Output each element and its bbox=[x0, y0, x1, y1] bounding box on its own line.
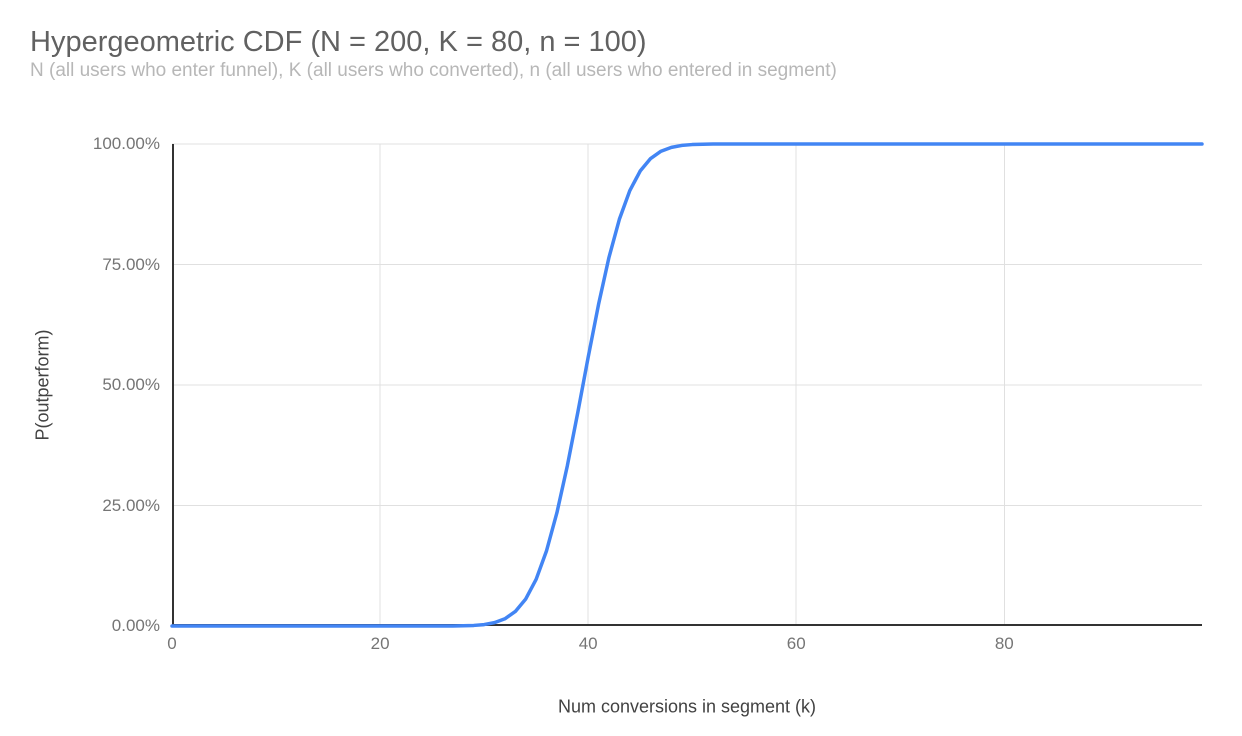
x-tick-label: 20 bbox=[370, 634, 390, 653]
series-line bbox=[170, 142, 1204, 628]
y-tick-label: 100.00% bbox=[92, 134, 160, 153]
x-tick-label: 80 bbox=[994, 634, 1014, 653]
x-tick-label: 40 bbox=[578, 634, 598, 653]
chart-title: Hypergeometric CDF (N = 200, K = 80, n =… bbox=[30, 26, 647, 58]
chart-subtitle: N (all users who enter funnel), K (all u… bbox=[30, 60, 837, 81]
x-tick-label: 60 bbox=[786, 634, 806, 653]
x-axis-title: Num conversions in segment (k) bbox=[557, 696, 817, 717]
x-tick-label: 0 bbox=[167, 634, 177, 653]
plot-area bbox=[170, 142, 1204, 628]
y-tick-label: 75.00% bbox=[102, 254, 160, 274]
y-tick-label: 25.00% bbox=[102, 495, 160, 515]
y-tick-label: 50.00% bbox=[102, 375, 160, 394]
y-tick-label: 0.00% bbox=[111, 616, 160, 635]
